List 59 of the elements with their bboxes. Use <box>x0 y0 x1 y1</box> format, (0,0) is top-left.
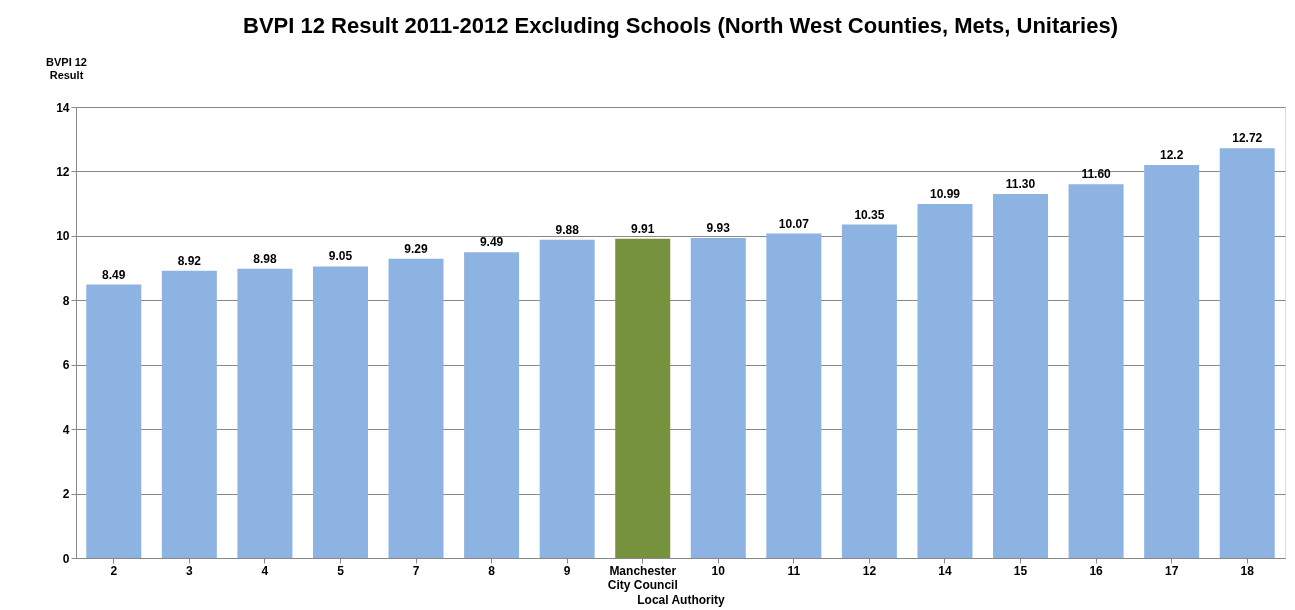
x-tick-label: 9 <box>563 563 571 578</box>
x-tick-label: 15 <box>1013 563 1028 578</box>
x-tick-label: 3 <box>186 563 193 578</box>
bar <box>917 203 973 558</box>
bar <box>615 238 671 558</box>
data-label: 10.35 <box>854 207 885 222</box>
bar <box>841 224 897 558</box>
x-tick-label: 5 <box>337 563 345 578</box>
bar <box>539 239 595 558</box>
bar <box>1068 184 1124 558</box>
x-tick-label: 7 <box>412 563 420 578</box>
x-tick-label: 12 <box>862 563 877 578</box>
bar <box>312 266 368 558</box>
bar <box>237 268 293 558</box>
bar <box>1219 148 1275 558</box>
data-label: 9.49 <box>479 235 504 250</box>
x-tick-label: 4 <box>261 563 269 578</box>
x-tick-label: 11 <box>787 563 801 578</box>
y-tick-label: 4 <box>62 422 70 437</box>
data-label: 12.72 <box>1232 131 1263 146</box>
x-tick-label: 14 <box>938 563 952 578</box>
data-label: 9.93 <box>706 221 731 236</box>
data-label: 9.91 <box>631 221 655 236</box>
bar <box>766 233 822 558</box>
bar <box>1144 164 1200 558</box>
y-tick-label: 6 <box>62 358 70 373</box>
data-label: 10.99 <box>929 186 961 201</box>
y-tick-label: 12 <box>56 164 70 179</box>
bar <box>464 252 520 558</box>
y-tick-label: 0 <box>62 551 70 566</box>
data-label: 11.30 <box>1005 176 1036 191</box>
data-label: 12.2 <box>1159 147 1184 162</box>
bar <box>388 258 444 558</box>
data-label: 10.07 <box>778 216 810 231</box>
x-tick-label: 10 <box>711 563 726 578</box>
y-tick-label: 10 <box>56 229 70 244</box>
bar <box>161 270 217 558</box>
y-tick-label: 2 <box>62 487 70 502</box>
data-label: 8.98 <box>253 251 277 266</box>
x-tick-label: 2 <box>110 563 118 578</box>
data-label: 9.05 <box>328 249 353 264</box>
x-tick-label: Manchester City Council <box>607 563 678 592</box>
data-label: 8.49 <box>102 267 126 282</box>
bar <box>690 238 746 558</box>
bar <box>86 284 142 558</box>
x-tick-label: 8 <box>488 563 496 578</box>
x-axis-title: Local Authority <box>637 592 726 607</box>
bar <box>993 193 1049 558</box>
y-tick-label: 14 <box>56 100 70 115</box>
data-label: 9.88 <box>555 222 580 237</box>
data-label: 9.29 <box>404 241 429 256</box>
y-tick-label: 8 <box>62 293 70 308</box>
x-tick-label: 17 <box>1164 563 1179 578</box>
x-tick-label: 18 <box>1240 563 1255 578</box>
data-label: 11.60 <box>1081 167 1112 182</box>
x-tick-label: 16 <box>1089 563 1104 578</box>
chart-title: BVPI 12 Result 2011-2012 Excluding Schools (North West Counties, Mets, Unitaries) <box>243 13 1118 38</box>
data-label: 8.92 <box>177 253 202 268</box>
y-axis-title: BVPI 12 Result <box>46 55 87 81</box>
